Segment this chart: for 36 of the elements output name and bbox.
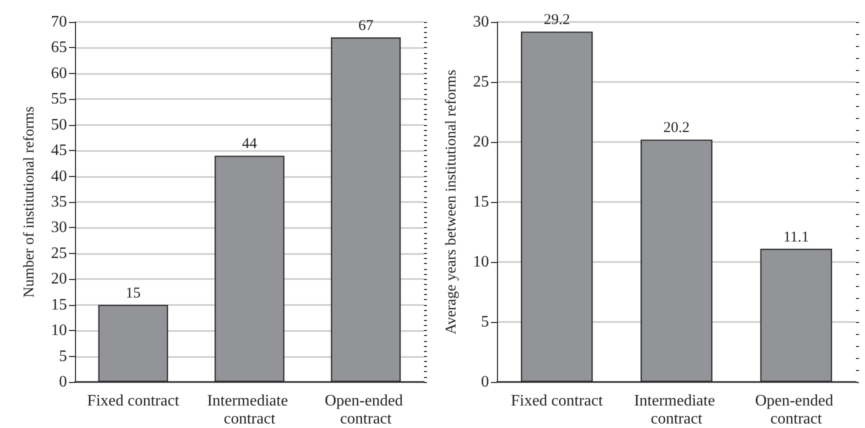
x-tick-label: Intermediate contract — [207, 392, 292, 428]
data-label: 15 — [126, 285, 141, 302]
y-tick-label: 20 — [51, 270, 67, 288]
x-tick-label: Intermediate contract — [634, 392, 719, 428]
y-tick-label: 25 — [473, 74, 489, 90]
y-tick-label: 10 — [473, 254, 489, 270]
y-tick-label: 45 — [51, 142, 67, 160]
y-tick-label: 30 — [51, 219, 67, 236]
y-tick-label: 10 — [51, 322, 67, 340]
y-tick-label: 15 — [51, 296, 67, 314]
y-axis-title: Average years between institutional reforms — [444, 70, 460, 334]
y-tick-label: 70 — [51, 14, 67, 30]
data-label: 44 — [242, 136, 258, 152]
y-tick-label: 25 — [51, 244, 67, 262]
y-tick-label: 55 — [51, 90, 67, 108]
data-label: 29.2 — [544, 12, 570, 28]
y-tick-label: 35 — [51, 194, 67, 210]
y-tick-label: 5 — [59, 348, 67, 365]
x-tick-label: Fixed contract — [510, 392, 604, 410]
y-tick-label: 40 — [51, 168, 67, 185]
y-tick-label: 15 — [473, 194, 489, 210]
x-tick-label: Fixed contract — [87, 392, 180, 410]
y-tick-label: 0 — [481, 374, 489, 390]
data-label: 20.2 — [663, 120, 690, 136]
x-tick-label: Open-ended contract — [324, 392, 407, 428]
data-label: 67 — [358, 18, 374, 34]
y-tick-label: 5 — [481, 314, 489, 330]
data-label: 11.1 — [783, 229, 810, 246]
y-tick-label: 20 — [473, 134, 489, 150]
x-tick-label: Open-ended contract — [755, 392, 838, 428]
y-tick-label: 0 — [59, 374, 67, 390]
y-tick-label: 30 — [473, 14, 489, 30]
y-tick-label: 65 — [51, 39, 67, 56]
y-axis-title: Number of institutional reforms — [22, 106, 38, 298]
y-tick-label: 60 — [51, 64, 67, 82]
y-tick-label: 50 — [51, 116, 67, 134]
